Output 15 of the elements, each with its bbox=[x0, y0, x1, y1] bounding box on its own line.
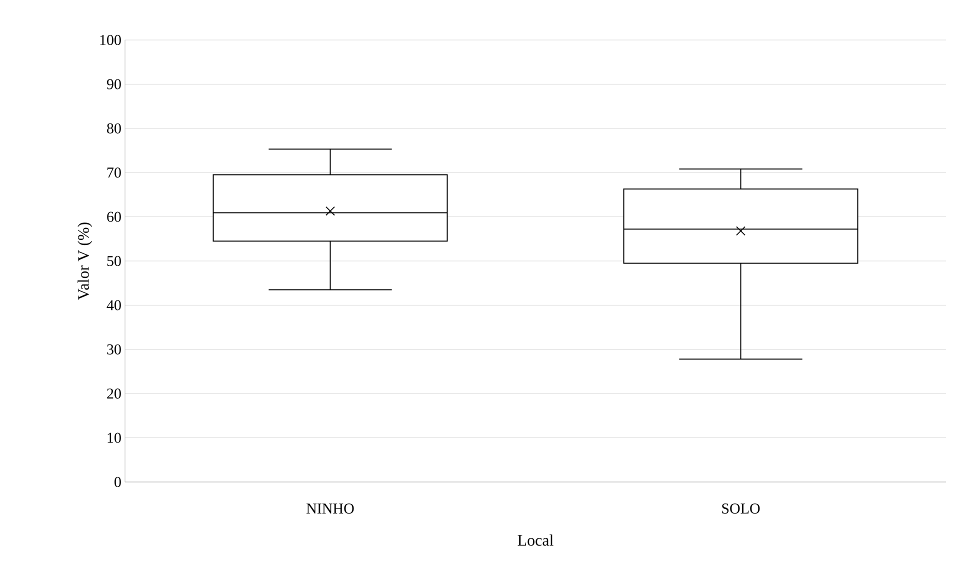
y-tick-label: 40 bbox=[106, 300, 121, 310]
y-tick-label: 80 bbox=[107, 123, 121, 134]
x-axis-title: Local bbox=[518, 534, 554, 546]
y-tick-label: 10 bbox=[108, 432, 121, 443]
y-axis-title: Valor V (%) bbox=[78, 222, 92, 300]
y-tick-label: 50 bbox=[107, 256, 121, 266]
y-tick-label: 60 bbox=[107, 212, 121, 222]
x-tick-label: NINHO bbox=[306, 504, 354, 514]
y-tick-label: 30 bbox=[107, 344, 121, 354]
y-tick-label: 70 bbox=[107, 168, 121, 178]
y-tick-label: 100 bbox=[100, 34, 121, 46]
y-tick-label: 0 bbox=[114, 476, 121, 488]
x-tick-label: SOLO bbox=[722, 504, 760, 514]
y-tick-label: 90 bbox=[106, 79, 121, 90]
y-tick-label: 20 bbox=[107, 388, 121, 399]
